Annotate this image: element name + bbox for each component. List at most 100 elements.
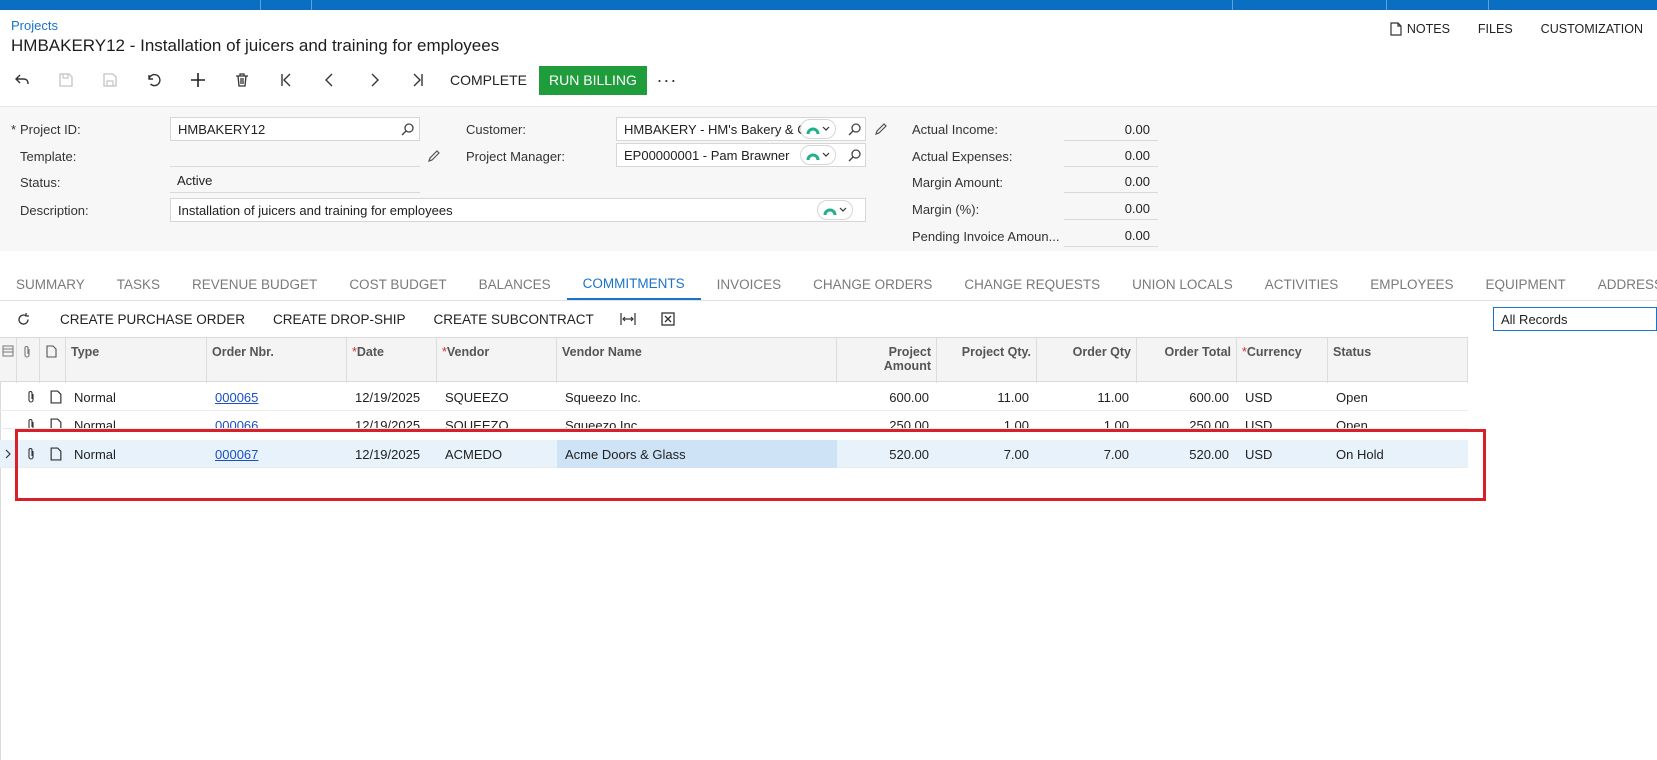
paperclip-icon[interactable] (25, 447, 37, 461)
tab-addresses[interactable]: ADDRESSES (1597, 277, 1657, 292)
tab-equipment[interactable]: EQUIPMENT (1485, 277, 1566, 292)
more-actions-button[interactable]: ··· (656, 69, 678, 90)
refresh-button[interactable] (0, 302, 46, 336)
back-button[interactable] (0, 65, 44, 95)
pencil-icon[interactable] (874, 122, 888, 136)
main-toolbar: COMPLETE RUN BILLING ··· (0, 65, 687, 95)
customer-pill[interactable] (800, 119, 836, 139)
tab-revenue-budget[interactable]: REVENUE BUDGET (192, 277, 318, 292)
project-id-field[interactable]: HMBAKERY12 (170, 117, 420, 141)
column-order-nbr[interactable]: Order Nbr. (207, 338, 347, 383)
search-icon[interactable] (848, 122, 862, 136)
cell-project-amount: 600.00 (889, 390, 929, 405)
records-filter-select[interactable]: All Records (1493, 307, 1657, 331)
create-drop-ship-button[interactable]: CREATE DROP-SHIP (273, 311, 406, 327)
cell-status: Open (1336, 390, 1368, 405)
cell-currency: USD (1245, 447, 1273, 462)
description-field[interactable]: Installation of juicers and training for… (170, 198, 866, 222)
run-billing-button[interactable]: RUN BILLING (539, 65, 647, 95)
tab-balances[interactable]: BALANCES (478, 277, 551, 292)
tab-activities[interactable]: ACTIVITIES (1264, 277, 1339, 292)
cell-type: Normal (74, 390, 116, 405)
order-link[interactable]: 000067 (215, 447, 259, 462)
column-vendor-name[interactable]: Vendor Name (557, 338, 837, 383)
previous-record-button[interactable] (308, 65, 352, 95)
save-close-button[interactable] (44, 65, 88, 95)
breadcrumb[interactable]: Projects (11, 18, 58, 33)
first-record-button[interactable] (264, 65, 308, 95)
column-date-label: Date (356, 345, 384, 359)
paperclip-icon[interactable] (25, 390, 37, 404)
note-icon[interactable] (50, 418, 62, 429)
undo-button[interactable] (132, 65, 176, 95)
tab-summary[interactable]: SUMMARY (16, 277, 85, 292)
note-icon (46, 345, 57, 358)
table-row[interactable]: Normal 000065 12/19/2025 SQUEEZO Squeezo… (0, 383, 1468, 411)
table-row[interactable]: Normal 000067 12/19/2025 ACMEDO Acme Doo… (0, 440, 1468, 468)
notes-link[interactable]: NOTES (1376, 22, 1464, 36)
delete-button[interactable] (220, 65, 264, 95)
cell-status: Open (1336, 418, 1368, 429)
arc-logo-icon (823, 208, 837, 216)
export-excel-button[interactable] (648, 302, 688, 336)
note-header (40, 338, 66, 383)
margin-pct-label: Margin (%): (912, 202, 980, 217)
cell-project-qty: 7.00 (1003, 447, 1029, 462)
save-button[interactable] (88, 65, 132, 95)
note-icon[interactable] (50, 390, 62, 404)
create-subcontract-button[interactable]: CREATE SUBCONTRACT (433, 311, 594, 327)
row-pointer-icon (5, 449, 11, 459)
column-project-amount-line1: Project (888, 345, 931, 359)
complete-button[interactable]: COMPLETE (450, 72, 528, 88)
files-label: FILES (1477, 22, 1513, 36)
first-icon (281, 73, 291, 87)
column-status[interactable]: Status (1328, 338, 1468, 383)
add-button[interactable] (176, 65, 220, 95)
note-icon[interactable] (50, 447, 62, 461)
project-id-label: * Project ID: (11, 122, 81, 137)
cell-vendor: SQUEEZO (445, 390, 509, 405)
table-row[interactable]: Normal 000066 12/19/2025 SQUEEZO Squeezo… (0, 411, 1468, 429)
plus-icon (191, 73, 205, 87)
create-purchase-order-button[interactable]: CREATE PURCHASE ORDER (60, 311, 246, 327)
row-selector-header[interactable] (0, 338, 17, 383)
tab-commitments[interactable]: COMMITMENTS (566, 268, 701, 301)
template-field[interactable] (170, 143, 420, 167)
translate-pill[interactable] (817, 200, 853, 220)
pending-invoice-label: Pending Invoice Amoun... (912, 229, 1060, 244)
files-link[interactable]: FILES (1464, 22, 1527, 36)
tab-employees[interactable]: EMPLOYEES (1370, 277, 1454, 292)
tab-change-orders[interactable]: CHANGE ORDERS (813, 277, 933, 292)
column-order-qty[interactable]: Order Qty (1037, 338, 1137, 383)
column-order-total[interactable]: Order Total (1137, 338, 1237, 383)
cell-project-qty: 11.00 (997, 390, 1029, 405)
tab-cost-budget[interactable]: COST BUDGET (349, 277, 447, 292)
search-icon[interactable] (848, 148, 862, 162)
column-vendor[interactable]: *Vendor (437, 338, 557, 383)
cell-type: Normal (74, 447, 116, 462)
customization-link[interactable]: CUSTOMIZATION (1527, 22, 1657, 36)
pencil-icon[interactable] (427, 149, 441, 163)
column-date[interactable]: *Date (347, 338, 437, 383)
next-record-button[interactable] (352, 65, 396, 95)
cell-order-total: 250.00 (1189, 418, 1229, 429)
order-link[interactable]: 000065 (215, 390, 259, 405)
fit-columns-button[interactable] (608, 302, 648, 336)
order-link[interactable]: 000066 (215, 418, 259, 429)
tab-change-requests[interactable]: CHANGE REQUESTS (964, 277, 1101, 292)
tab-union-locals[interactable]: UNION LOCALS (1132, 277, 1233, 292)
project-manager-pill[interactable] (800, 145, 836, 165)
column-project-amount[interactable]: Project Amount (837, 338, 937, 383)
column-type[interactable]: Type (66, 338, 207, 383)
last-record-button[interactable] (396, 65, 440, 95)
column-currency[interactable]: *Currency (1237, 338, 1328, 383)
cell-vendor-name[interactable]: Acme Doors & Glass (557, 440, 837, 468)
tab-invoices[interactable]: INVOICES (716, 277, 782, 292)
column-project-qty[interactable]: Project Qty. (937, 338, 1037, 383)
paperclip-icon[interactable] (25, 418, 37, 429)
cell-order-nbr: 000067 (207, 440, 347, 468)
cell-date: 12/19/2025 (355, 390, 421, 405)
search-icon[interactable] (401, 122, 415, 136)
cell-type: Normal (74, 418, 116, 429)
tab-tasks[interactable]: TASKS (116, 277, 161, 292)
